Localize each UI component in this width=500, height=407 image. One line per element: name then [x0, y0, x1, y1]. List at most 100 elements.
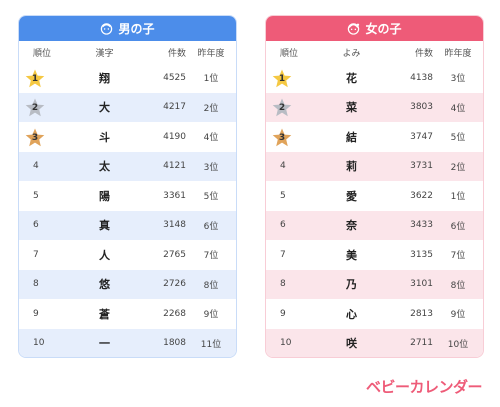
last-year-cell: 1位	[203, 74, 219, 85]
name-cell: 莉	[346, 160, 357, 174]
boys-banner: 男の子	[19, 16, 236, 41]
name-cell: 咲	[346, 337, 357, 351]
rank-number: 4	[33, 161, 39, 172]
rank-number: 5	[33, 190, 39, 201]
girls-header-row: 順位 よみ 件数 昨年度	[266, 41, 483, 63]
table-row: 10 一 1808 11位	[19, 328, 236, 357]
count-cell: 3747	[410, 131, 433, 142]
name-cell: 結	[346, 130, 357, 144]
table-row: 8 乃 3101 8位	[266, 269, 483, 299]
last-year-cell: 2位	[203, 103, 219, 114]
last-year-cell: 8位	[203, 280, 219, 291]
rank-cell: 10	[19, 338, 63, 348]
rank-cell: 4	[266, 161, 310, 171]
rank-cell: 7	[19, 250, 63, 260]
last-year-cell: 10位	[447, 339, 469, 350]
header-last-year: 昨年度	[197, 48, 225, 59]
count-cell: 2765	[163, 249, 186, 260]
rank-number: 5	[280, 190, 286, 201]
last-year-cell: 11位	[200, 339, 222, 350]
last-year-cell: 3位	[450, 74, 466, 85]
count-cell: 4525	[163, 72, 186, 83]
name-cell: 美	[346, 248, 357, 262]
rank-number: 3	[278, 132, 286, 143]
table-row: 7 美 3135 7位	[266, 240, 483, 270]
count-cell: 3101	[410, 279, 433, 290]
rank-cell: 10	[266, 338, 310, 348]
last-year-cell: 5位	[203, 192, 219, 203]
header-rank: 順位	[33, 48, 52, 59]
name-cell: 大	[99, 101, 110, 115]
rank-number: 9	[280, 308, 286, 319]
rank-number: 7	[280, 249, 286, 260]
count-cell: 3135	[410, 249, 433, 260]
medal-star-icon	[272, 128, 292, 146]
table-row: 4 莉 3731 2位	[266, 151, 483, 181]
rank-number: 6	[33, 220, 39, 231]
medal-star-icon	[272, 98, 292, 117]
rank-number: 10	[280, 338, 292, 349]
last-year-cell: 9位	[203, 310, 219, 321]
table-row: 9 蒼 2268 9位	[19, 299, 236, 329]
table-row: 6 真 3148 6位	[19, 210, 236, 240]
last-year-cell: 7位	[450, 251, 466, 262]
header-count: 件数	[414, 48, 433, 59]
table-row: 4 太 4121 3位	[19, 151, 236, 181]
last-year-cell: 6位	[203, 221, 219, 232]
table-row: 3 結 3747 5位	[266, 122, 483, 152]
name-cell: 花	[346, 71, 357, 85]
rank-number: 1	[278, 73, 286, 84]
rank-number: 6	[280, 220, 286, 231]
count-cell: 4121	[163, 161, 186, 172]
name-cell: 菜	[346, 101, 357, 115]
table-row: 10 咲 2711 10位	[266, 328, 483, 357]
header-rank: 順位	[280, 48, 299, 59]
medal-star-icon	[25, 98, 45, 117]
girls-banner: 女の子	[266, 16, 483, 41]
rank-number: 8	[280, 279, 286, 290]
rank-cell: 9	[266, 309, 310, 319]
medal-star-icon	[272, 69, 292, 87]
rank-cell: 9	[19, 309, 63, 319]
rank-number: 10	[33, 338, 45, 349]
last-year-cell: 2位	[450, 162, 466, 173]
rank-cell: 6	[19, 220, 63, 230]
name-cell: 翔	[99, 71, 110, 85]
rank-number: 1	[31, 73, 39, 84]
last-year-cell: 3位	[203, 162, 219, 173]
rank-cell: 5	[266, 191, 310, 201]
header-count: 件数	[167, 48, 186, 59]
count-cell: 3361	[163, 190, 186, 201]
table-row: 5 陽 3361 5位	[19, 181, 236, 211]
count-cell: 4138	[410, 72, 433, 83]
boys-header-row: 順位 漢字 件数 昨年度	[19, 41, 236, 63]
name-cell: 一	[99, 337, 110, 351]
header-kanji: 漢字	[95, 48, 114, 59]
table-row: 6 奈 3433 6位	[266, 210, 483, 240]
table-row: 2 大 4217 2位	[19, 92, 236, 122]
header-last-year: 昨年度	[444, 48, 472, 59]
last-year-cell: 5位	[450, 133, 466, 144]
name-cell: 乃	[346, 278, 357, 292]
rank-number: 7	[33, 249, 39, 260]
name-cell: 悠	[99, 278, 110, 292]
name-cell: 蒼	[99, 307, 110, 321]
name-cell: 斗	[99, 130, 110, 144]
last-year-cell: 1位	[450, 192, 466, 203]
rank-number: 2	[31, 103, 39, 114]
table-row: 3 斗 4190 4位	[19, 122, 236, 152]
rank-cell: 8	[266, 279, 310, 289]
last-year-cell: 4位	[450, 103, 466, 114]
name-cell: 奈	[346, 219, 357, 233]
table-row: 7 人 2765 7位	[19, 240, 236, 270]
count-cell: 3622	[410, 190, 433, 201]
boys-ranking-panel: 男の子 順位 漢字 件数 昨年度 1 翔 4525 1位 2 大 4217 2位 3 斗 4190 4…	[18, 15, 237, 358]
last-year-cell: 4位	[203, 133, 219, 144]
header-reading: よみ	[342, 48, 361, 59]
last-year-cell: 9位	[450, 310, 466, 321]
rank-cell: 7	[266, 250, 310, 260]
rank-cell: 5	[19, 191, 63, 201]
rank-cell: 4	[19, 161, 63, 171]
name-cell: 太	[99, 160, 110, 174]
count-cell: 2268	[163, 308, 186, 319]
